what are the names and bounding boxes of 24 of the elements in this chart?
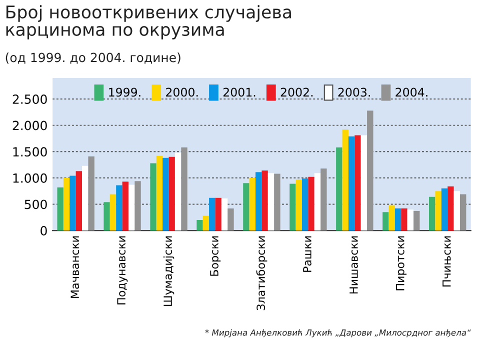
chart-title: Број новооткривених случајева карцинома по окрузима — [6, 5, 291, 40]
x-tick-label: Пчињски — [442, 236, 451, 286]
y-tick-label: 1.500 — [13, 147, 47, 157]
legend-label: 2003. — [338, 88, 370, 97]
y-tick-label: 500 — [24, 200, 47, 210]
x-tick-label: Нишавски — [350, 236, 358, 294]
y-tick-label: 0 — [40, 226, 47, 236]
legend-label: 2001. — [223, 88, 256, 97]
y-tick-label: 2.500 — [12, 94, 47, 104]
x-tick-label: Подунавски — [117, 236, 128, 304]
legend-label: 2002. — [280, 88, 313, 97]
legend-label: 1999. — [109, 88, 140, 97]
x-tick-label: Пиротски — [396, 236, 406, 290]
legend-label: 2000. — [166, 88, 198, 97]
chart-subtitle: (од 1999. до 2004. године) — [6, 52, 180, 64]
x-tick-label: Златиборски — [256, 236, 268, 310]
legend-label: 2004. — [396, 88, 428, 97]
text: * Мирјана Анђелковић Лукић „Дарови „Милосрдног анђела“ — [205, 329, 471, 338]
y-tick-label: 1.000 — [13, 173, 47, 183]
y-tick-label: 2.000 — [12, 120, 47, 130]
x-tick-label: Борски — [210, 236, 221, 276]
x-tick-label: Рашки — [303, 236, 312, 272]
x-tick-label: Шумадијски — [163, 236, 174, 306]
x-tick-label: Мачвански — [70, 236, 80, 298]
